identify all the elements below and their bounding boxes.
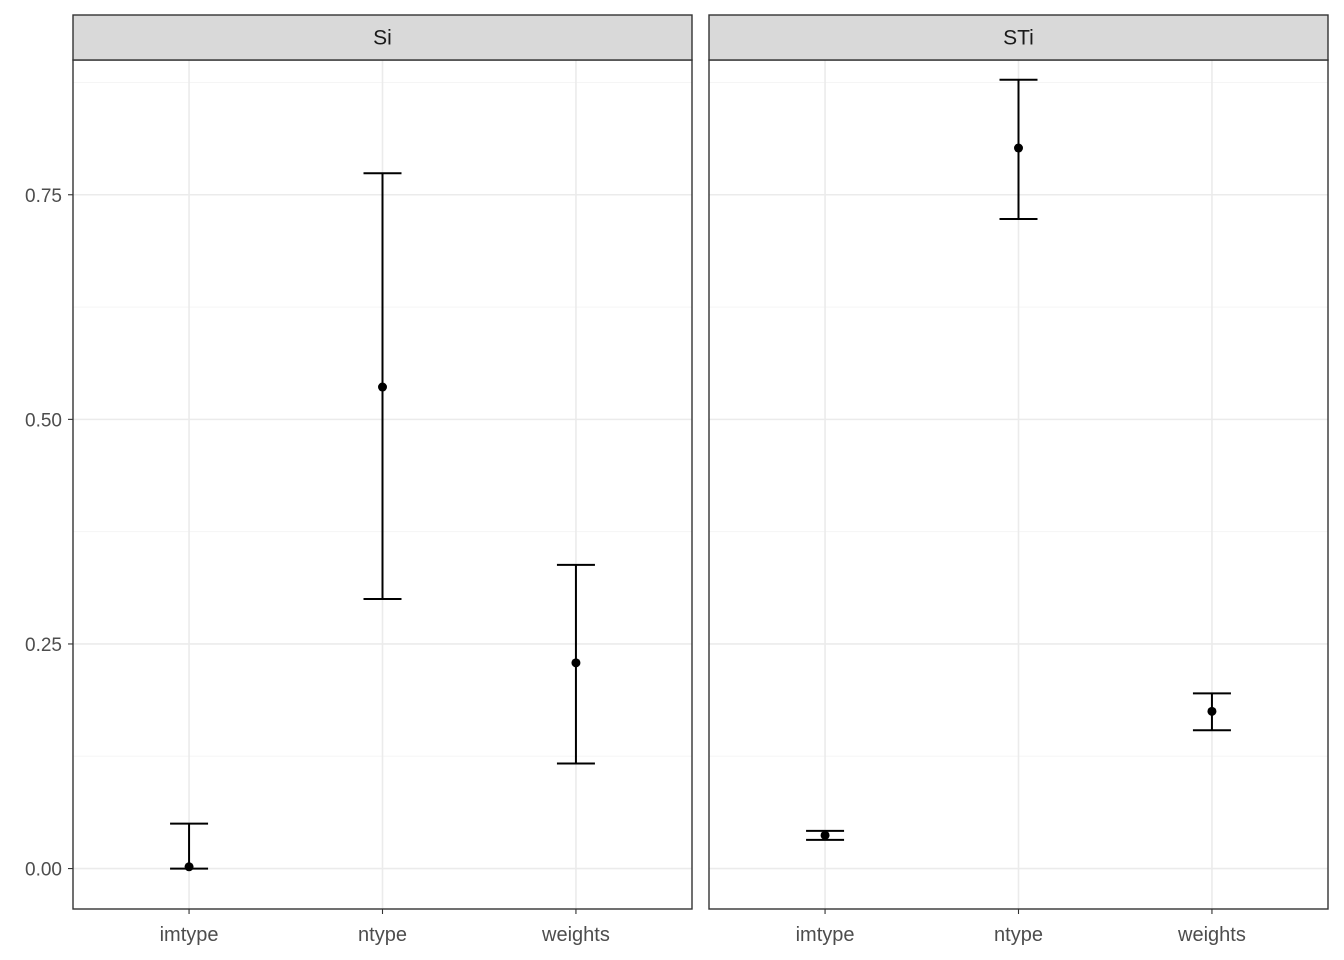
y-tick-label: 0.25 bbox=[25, 635, 62, 656]
x-tick-label-imtype: imtype bbox=[160, 924, 219, 946]
y-tick-label: 0.00 bbox=[25, 860, 62, 881]
errorbar-ntype bbox=[999, 78, 1038, 221]
x-tick-label-imtype: imtype bbox=[796, 924, 855, 946]
x-tick-label-weights: weights bbox=[541, 924, 610, 946]
facet-panels: Si imtype ntype weights STi imtype ntype weight… bbox=[72, 14, 1329, 946]
x-tick-label-ntype: ntype bbox=[994, 924, 1043, 946]
errorbar-weights bbox=[1192, 692, 1231, 732]
facet-strip bbox=[72, 14, 693, 61]
facet-strip-label: STi bbox=[1003, 27, 1034, 50]
data-point-imtype bbox=[820, 830, 830, 840]
x-tick-label-ntype: ntype bbox=[358, 924, 407, 946]
data-point-weights bbox=[571, 658, 581, 668]
data-point-weights bbox=[1207, 706, 1217, 716]
errorbar-weights bbox=[556, 563, 595, 765]
facet-strip bbox=[708, 14, 1329, 61]
y-tick-label: 0.50 bbox=[25, 410, 62, 431]
data-point-ntype bbox=[1014, 143, 1023, 153]
errorbar-ntype bbox=[363, 172, 402, 601]
y-tick-label: 0.75 bbox=[25, 186, 62, 207]
errorbar-imtype bbox=[170, 822, 209, 872]
facet-panel-si: Si imtype ntype weights bbox=[72, 14, 693, 946]
data-point-ntype bbox=[378, 382, 387, 392]
y-axis: 0.00 0.25 0.50 0.75 bbox=[25, 186, 73, 881]
facet-strip-label: Si bbox=[373, 27, 392, 50]
errorbar-imtype bbox=[806, 829, 845, 841]
facet-panel-sti: STi imtype ntype weights bbox=[708, 14, 1329, 946]
x-tick-label-weights: weights bbox=[1177, 924, 1246, 946]
data-point-imtype bbox=[184, 862, 194, 872]
